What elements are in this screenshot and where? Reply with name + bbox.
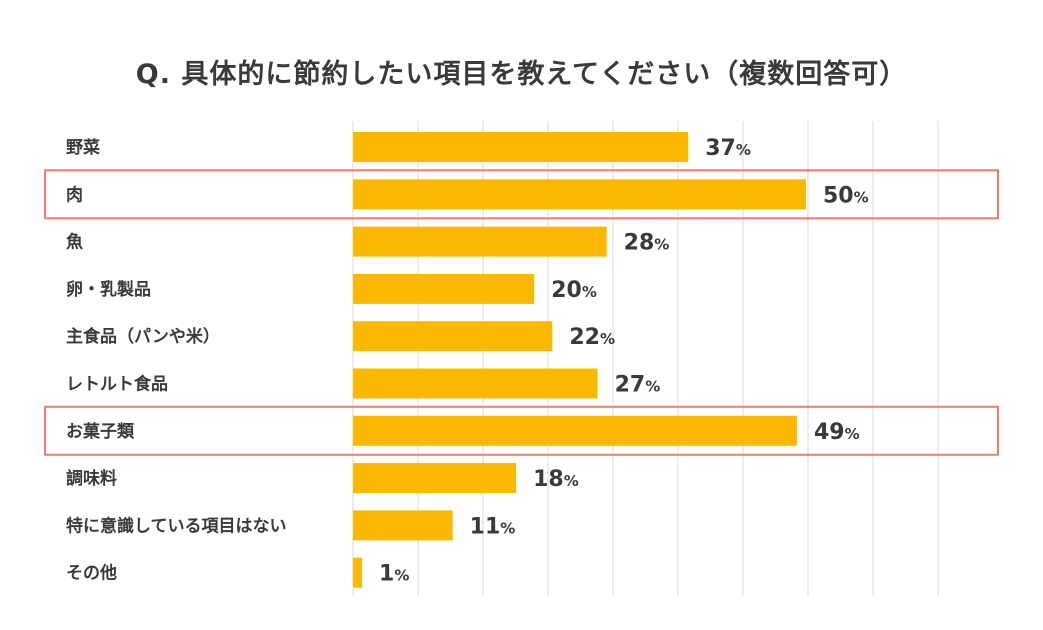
bar bbox=[353, 463, 517, 494]
bar bbox=[353, 179, 806, 210]
category-label: 魚 bbox=[66, 232, 83, 253]
value-unit: % bbox=[654, 236, 669, 254]
bar bbox=[353, 273, 535, 304]
value-unit: % bbox=[582, 283, 597, 301]
value-label: 49% bbox=[814, 420, 860, 445]
value-unit: % bbox=[394, 567, 409, 585]
value-label: 11% bbox=[470, 514, 516, 539]
value-unit: % bbox=[600, 330, 615, 348]
category-label: 調味料 bbox=[66, 468, 117, 489]
highlight-boxes bbox=[44, 169, 999, 456]
value-label: 20% bbox=[551, 278, 597, 303]
bars bbox=[353, 132, 806, 588]
value-label: 37% bbox=[705, 136, 751, 161]
category-label: 主食品（パンや米） bbox=[66, 326, 220, 347]
category-label: 卵・乳製品 bbox=[66, 279, 151, 300]
value-label: 18% bbox=[533, 467, 579, 492]
value-unit: % bbox=[736, 141, 751, 159]
value-labels: 37% 50% 28% 20% 22%27% 49% 18% 11% 1% bbox=[379, 136, 869, 587]
bar bbox=[353, 557, 363, 588]
category-label: 肉 bbox=[66, 184, 83, 205]
value-unit: % bbox=[645, 378, 660, 396]
category-label: その他 bbox=[66, 563, 117, 584]
category-label: 特に意識している項目はない bbox=[66, 515, 287, 536]
bar bbox=[353, 368, 598, 399]
value-label: 28% bbox=[624, 231, 670, 256]
bar bbox=[353, 226, 607, 257]
bar bbox=[353, 415, 797, 446]
category-label: レトルト食品 bbox=[66, 374, 168, 395]
highlight-box bbox=[44, 169, 999, 220]
value-unit: % bbox=[564, 472, 579, 490]
highlight-box bbox=[44, 405, 999, 456]
bar bbox=[353, 132, 689, 162]
value-label: 22% bbox=[569, 325, 615, 350]
category-label: 野菜 bbox=[66, 138, 101, 158]
category-label: お菓子類 bbox=[66, 422, 135, 442]
bar bbox=[353, 510, 453, 541]
value-label: 50% bbox=[823, 183, 869, 208]
value-unit: % bbox=[845, 425, 860, 443]
value-label: 1% bbox=[379, 562, 409, 587]
bar bbox=[353, 321, 553, 352]
chart-title: Q. 具体的に節約したい項目を教えてください（複数回答可） bbox=[135, 59, 908, 90]
value-label: 27% bbox=[615, 373, 661, 398]
value-unit: % bbox=[854, 188, 869, 206]
value-unit: % bbox=[500, 519, 515, 537]
